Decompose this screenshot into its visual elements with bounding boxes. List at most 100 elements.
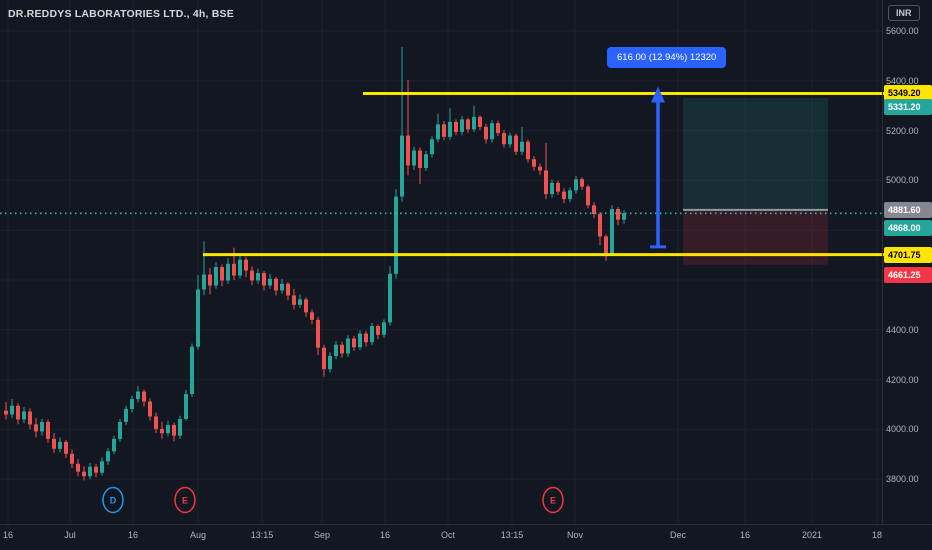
candle-body xyxy=(202,274,206,290)
candle-body xyxy=(442,124,446,137)
candle-body xyxy=(298,299,302,305)
candle-body xyxy=(304,299,308,313)
earnings-marker[interactable]: E xyxy=(542,486,564,514)
candle-body xyxy=(10,405,14,415)
candle-body xyxy=(544,170,548,195)
candle-body xyxy=(394,196,398,274)
candle-body xyxy=(484,126,488,140)
currency-badge[interactable]: INR xyxy=(888,5,920,21)
candle-body xyxy=(268,278,272,286)
candle-body xyxy=(322,347,326,370)
candle-body xyxy=(550,182,554,195)
symbol-title: DR.REDDYS LABORATORIES LTD., 4h, BSE xyxy=(8,8,234,20)
time-tick-label: 18 xyxy=(871,530,883,540)
dividend-marker-letter: D xyxy=(110,496,117,506)
candle-body xyxy=(172,424,176,436)
candle-body xyxy=(610,209,614,254)
support-price-label[interactable]: 4701.75 xyxy=(884,247,932,263)
candle-body xyxy=(184,394,188,419)
earnings-marker[interactable]: E xyxy=(174,486,196,514)
measure-arrow-head[interactable] xyxy=(651,86,665,103)
time-tick-label: Oct xyxy=(440,530,456,540)
candle-body xyxy=(562,191,566,200)
candle-body xyxy=(466,119,470,130)
last-price-label[interactable]: 4868.00 xyxy=(884,220,932,236)
candle-body xyxy=(436,124,440,140)
time-tick-label: 13:15 xyxy=(500,530,524,540)
candle-body xyxy=(520,141,524,152)
price-tick-label: 5200.00 xyxy=(886,125,919,136)
candle-body xyxy=(178,418,182,436)
dividend-marker[interactable]: D xyxy=(102,486,124,514)
time-tick-label: 16 xyxy=(739,530,751,540)
time-tick-label: Sep xyxy=(313,530,331,540)
candle-body xyxy=(388,273,392,323)
dividend-marker-circle[interactable] xyxy=(102,486,124,514)
candle-body xyxy=(226,263,230,281)
candle-body xyxy=(190,346,194,395)
stop-price-label[interactable]: 4661.25 xyxy=(884,267,932,283)
candle-body xyxy=(460,119,464,132)
candle-body xyxy=(82,471,86,477)
candle-body xyxy=(502,133,506,145)
candle-body xyxy=(622,213,626,220)
candle-body xyxy=(616,209,620,220)
candle-body xyxy=(70,453,74,464)
candle-body xyxy=(376,326,380,335)
candle-body xyxy=(406,135,410,166)
candle-body xyxy=(286,283,290,296)
candle-body xyxy=(472,116,476,130)
candle-body xyxy=(130,399,134,409)
price-tick-label: 3800.00 xyxy=(886,474,919,485)
time-tick-label: 13:15 xyxy=(250,530,274,540)
candle-body xyxy=(328,355,332,370)
position-profit-box[interactable] xyxy=(683,97,828,210)
entry-price-label[interactable]: 4881.60 xyxy=(884,202,932,218)
candle-body xyxy=(58,441,62,449)
candle-body xyxy=(166,424,170,434)
candle-body xyxy=(370,326,374,343)
candle-body xyxy=(214,267,218,286)
candle-body xyxy=(514,135,518,152)
candle-body xyxy=(424,154,428,168)
measure-tooltip: 616.00 (12.94%) 12320 xyxy=(607,47,727,68)
candle-body xyxy=(160,428,164,434)
candle-body xyxy=(22,411,26,420)
candle-body xyxy=(508,135,512,145)
earnings-marker-circle[interactable] xyxy=(174,486,196,514)
earnings-marker-circle[interactable] xyxy=(542,486,564,514)
candle-body xyxy=(274,278,278,291)
target-price-label[interactable]: 5331.20 xyxy=(884,99,932,115)
candle-body xyxy=(448,121,452,137)
candle-body xyxy=(4,410,8,415)
candle-body xyxy=(412,150,416,166)
candle-body xyxy=(292,295,296,305)
candle-body xyxy=(46,421,50,439)
candle-body xyxy=(238,259,242,276)
candle-body xyxy=(64,441,68,454)
candle-body xyxy=(526,141,530,160)
time-tick-label: Dec xyxy=(669,530,687,540)
candle-body xyxy=(208,274,212,286)
candle-body xyxy=(334,344,338,356)
candle-body xyxy=(100,461,104,473)
candle-body xyxy=(418,150,422,168)
candle-body xyxy=(244,259,248,271)
candle-body xyxy=(592,205,596,215)
position-loss-box[interactable] xyxy=(683,209,828,265)
candle-body xyxy=(232,263,236,276)
resistance-price-label[interactable]: 5349.20 xyxy=(884,85,932,101)
candle-body xyxy=(16,405,20,420)
candle-body xyxy=(34,424,38,432)
candle-body xyxy=(352,338,356,348)
time-tick-label: Jul xyxy=(64,530,76,540)
time-tick-label: 2021 xyxy=(801,530,823,540)
candle-body xyxy=(454,121,458,132)
candle-body xyxy=(490,123,494,140)
candle-body xyxy=(196,289,200,347)
price-tick-label: 4000.00 xyxy=(886,424,919,435)
time-tick-label: Aug xyxy=(189,530,207,540)
candle-body xyxy=(310,312,314,320)
candle-body xyxy=(358,333,362,348)
